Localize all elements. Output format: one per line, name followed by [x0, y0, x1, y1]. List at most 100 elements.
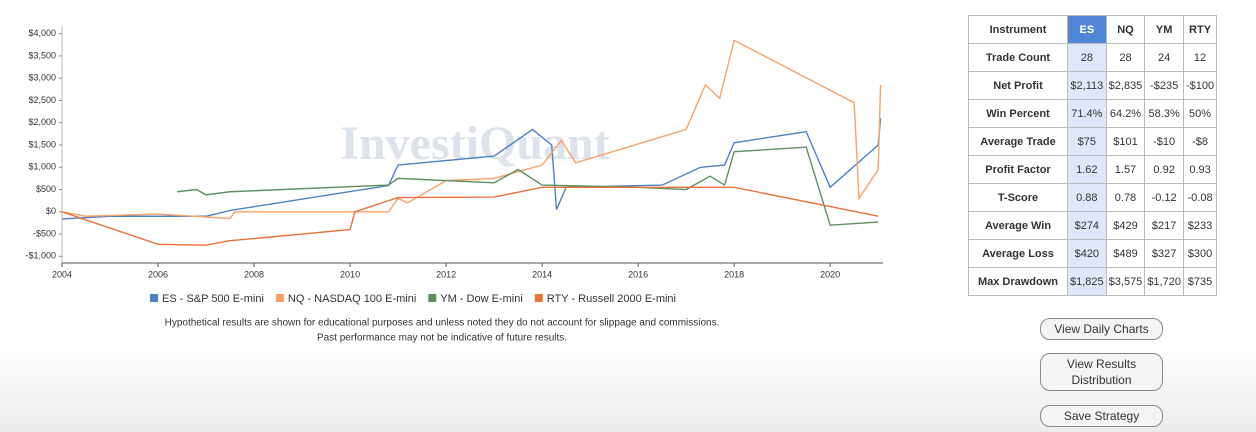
table-cell: 28: [1105, 43, 1146, 72]
button[interactable]: View Daily Charts: [1040, 318, 1163, 340]
table-cell: $217: [1144, 211, 1184, 240]
table-cell: -$235: [1144, 71, 1184, 100]
table-row: Instrument ES NQ YM RTY: [968, 15, 1218, 44]
table-cell: $274: [1067, 211, 1107, 240]
y-tick-label: -$1,000: [25, 251, 56, 261]
y-tick-label: $3,500: [28, 50, 56, 60]
table-row: T-Score 0.88 0.78 -0.12 -0.08: [968, 183, 1218, 212]
table-cell: $3,575: [1105, 267, 1146, 296]
table-cell: T-Score: [968, 183, 1068, 212]
table-cell: $1,720: [1144, 267, 1184, 296]
table-cell: $1,825: [1067, 267, 1107, 296]
y-tick-label: $3,000: [28, 73, 56, 83]
table-cell: $75: [1067, 127, 1107, 156]
x-tick-label: 2004: [52, 269, 72, 279]
x-tick-label: 2012: [436, 269, 456, 279]
table-cell: 50%: [1182, 99, 1218, 128]
disclaimer: Past performance may not be indicative o…: [317, 333, 567, 344]
button[interactable]: Save Strategy: [1040, 405, 1163, 427]
table-row: Profit Factor 1.62 1.57 0.92 0.93: [968, 155, 1218, 184]
table-cell: Trade Count: [968, 43, 1068, 72]
table-cell: RTY: [1182, 15, 1218, 44]
table-cell: $429: [1105, 211, 1146, 240]
x-tick-label: 2010: [340, 269, 360, 279]
table-cell: 0.88: [1067, 183, 1107, 212]
table-cell: -0.08: [1182, 183, 1218, 212]
table-cell: $300: [1182, 239, 1218, 268]
table-row: Average Loss $420 $489 $327 $300: [968, 239, 1218, 268]
legend-label: ES - S&P 500 E-mini: [162, 293, 264, 305]
table-cell: 28: [1067, 43, 1107, 72]
y-tick-label: $1,500: [28, 139, 56, 149]
table-cell: 64.2%: [1105, 99, 1146, 128]
table-cell: 0.93: [1182, 155, 1218, 184]
watermark: InvestiQuant: [340, 117, 609, 170]
table-cell: YM: [1144, 15, 1184, 44]
table-cell: $2,835: [1105, 71, 1146, 100]
y-tick-label: $1,000: [28, 162, 56, 172]
table-cell: 71.4%: [1067, 99, 1107, 128]
series-line: [177, 146, 879, 226]
legend-swatch: [428, 294, 437, 302]
table-cell: $420: [1067, 239, 1107, 268]
table-cell: Net Profit: [968, 71, 1068, 100]
disclaimer: Hypothetical results are shown for educa…: [165, 318, 720, 329]
series-line: [61, 186, 879, 246]
table-cell: Average Loss: [968, 239, 1068, 268]
table-cell: Average Win: [968, 211, 1068, 240]
x-tick-label: 2016: [628, 269, 648, 279]
y-tick-label: $0: [46, 206, 56, 216]
table-cell: -$100: [1182, 71, 1218, 100]
x-tick-label: 2020: [820, 269, 840, 279]
x-tick-label: 2014: [532, 269, 552, 279]
series-line: [61, 118, 882, 220]
y-tick-label: $2,000: [28, 117, 56, 127]
y-tick-label: $4,000: [28, 28, 56, 38]
x-tick-label: 2006: [148, 269, 168, 279]
legend-swatch: [150, 294, 158, 302]
table-cell: Average Trade: [968, 127, 1068, 156]
button[interactable]: View Results Distribution: [1040, 353, 1163, 391]
table-cell: Profit Factor: [968, 155, 1068, 184]
legend-label: NQ - NASDAQ 100 E-mini: [288, 293, 416, 305]
table-cell: 1.62: [1067, 155, 1107, 184]
table-cell: 0.92: [1144, 155, 1184, 184]
table-cell: Instrument: [968, 15, 1068, 44]
table-cell: ES: [1067, 15, 1107, 44]
x-tick-label: 2018: [724, 269, 744, 279]
y-tick-label: -$500: [33, 228, 56, 238]
legend-label: YM - Dow E-mini: [440, 293, 523, 305]
table-cell: NQ: [1105, 15, 1146, 44]
legend-swatch: [534, 294, 543, 302]
series-line: [61, 39, 882, 220]
table-cell: 0.78: [1105, 183, 1146, 212]
legend-label: RTY - Russell 2000 E-mini: [547, 293, 676, 305]
y-tick-label: $2,500: [28, 95, 56, 105]
plot: $4,000 $3,500 $3,000 $2,500 $2,000 $1,500 $1,0…: [25, 27, 883, 305]
table-row: Max Drawdown $1,825 $3,575 $1,720 $735: [968, 267, 1218, 296]
table-row: Win Percent 71.4% 64.2% 58.3% 50%: [968, 99, 1218, 128]
table-cell: $101: [1105, 127, 1146, 156]
x-tick-label: 2008: [244, 269, 264, 279]
table-cell: $735: [1182, 267, 1218, 296]
table-cell: Win Percent: [968, 99, 1068, 128]
table-cell: -0.12: [1144, 183, 1184, 212]
legend-swatch: [275, 294, 284, 302]
table-row: Average Trade $75 $101 -$10 -$8: [968, 127, 1218, 156]
table-row: Net Profit $2,113 $2,835 -$235 -$100: [968, 71, 1218, 100]
table-cell: -$8: [1182, 127, 1218, 156]
table-row: Trade Count 28 28 24 12: [968, 43, 1218, 72]
table-cell: $233: [1182, 211, 1218, 240]
table-cell: 58.3%: [1144, 99, 1184, 128]
table-row: Average Win $274 $429 $217 $233: [968, 211, 1218, 240]
y-tick-label: $500: [36, 184, 56, 194]
table-cell: $2,113: [1067, 71, 1107, 100]
table-cell: -$10: [1144, 127, 1184, 156]
stats-table: Instrument ES NQ YM RTY Trade Count 28 28 24 12 Ne…: [968, 15, 1218, 296]
table-cell: 12: [1182, 43, 1218, 72]
table-cell: 24: [1144, 43, 1184, 72]
table-cell: 1.57: [1105, 155, 1146, 184]
table-cell: $327: [1144, 239, 1184, 268]
table-cell: Max Drawdown: [968, 267, 1068, 296]
